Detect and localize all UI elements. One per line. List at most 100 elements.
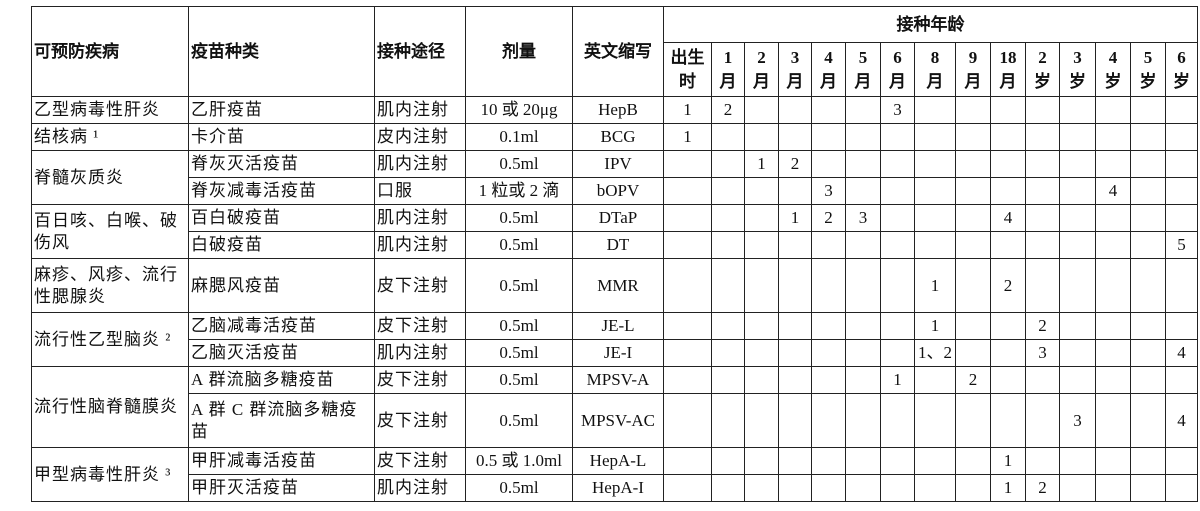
vaccine-cell: 卡介苗 xyxy=(188,123,375,151)
dose-number-cell xyxy=(1059,123,1096,151)
dose-number-cell xyxy=(663,339,712,367)
dose-number-cell: 4 xyxy=(1164,339,1199,367)
abbr-cell: HepB xyxy=(572,96,664,124)
dose-number-cell xyxy=(1025,447,1060,475)
dose-number-cell xyxy=(990,96,1026,124)
dose-number-cell xyxy=(663,231,712,259)
header-age-part: 出生 xyxy=(670,47,705,67)
dose-number-cell xyxy=(914,474,956,502)
dose-number-cell xyxy=(711,474,745,502)
dose-number-cell xyxy=(955,123,991,151)
dose-number-cell xyxy=(744,231,779,259)
dose-number-cell xyxy=(955,231,991,259)
dose-number-cell xyxy=(955,339,991,367)
dose-number-cell xyxy=(663,447,712,475)
dose-number-cell xyxy=(811,123,846,151)
dose-number-cell xyxy=(990,312,1026,340)
dose-number-cell xyxy=(711,393,745,448)
header-age-part: 月 xyxy=(753,71,770,91)
dose-number-cell xyxy=(1025,177,1060,205)
dose-number-cell xyxy=(1130,366,1166,394)
dose-number-cell: 4 xyxy=(1164,393,1199,448)
dose-number-cell xyxy=(955,447,991,475)
dose-number-cell: 1 xyxy=(663,123,712,151)
dose-number-cell xyxy=(1095,393,1131,448)
dose-number-cell: 3 xyxy=(811,177,846,205)
dose-number-cell: 1 xyxy=(990,447,1026,475)
header-age-part: 3 xyxy=(790,47,800,67)
header-age-part: 岁 xyxy=(1034,71,1051,91)
dose-amount-cell: 0.5ml xyxy=(465,339,573,367)
header-age-part: 岁 xyxy=(1173,71,1191,91)
header-disease: 可预防疾病 xyxy=(31,6,189,97)
dose-number-cell: 1 xyxy=(778,204,812,232)
abbr-cell: MPSV-AC xyxy=(572,393,664,448)
table-row: 流行性脑脊髓膜炎 A 群流脑多糖疫苗 皮下注射 0.5ml MPSV-A 1 2 xyxy=(31,366,1199,448)
dose-number-cell xyxy=(1130,123,1166,151)
dose-number-cell xyxy=(711,366,745,394)
header-age-part: 9 xyxy=(968,47,978,67)
header-vaccine: 疫苗种类 xyxy=(188,6,375,97)
dose-number-cell xyxy=(1130,393,1166,448)
dose-number-cell xyxy=(914,150,956,178)
header-route: 接种途径 xyxy=(374,6,466,97)
dose-number-cell xyxy=(744,474,779,502)
dose-number-cell xyxy=(711,150,745,178)
dose-number-cell: 2 xyxy=(811,204,846,232)
route-cell: 肌内注射 xyxy=(374,474,466,502)
dose-number-cell xyxy=(778,447,812,475)
header-age-part: 时 xyxy=(679,71,696,91)
dose-number-cell xyxy=(1164,204,1199,232)
header-age-part: 5 xyxy=(858,47,868,67)
table-row: 流行性乙型脑炎 ² 乙脑减毒活疫苗 皮下注射 0.5ml JE-L 1 2 xyxy=(31,312,1199,367)
dose-number-cell xyxy=(845,393,881,448)
dose-number-cell xyxy=(778,339,812,367)
dose-number-cell xyxy=(914,204,956,232)
dose-number-cell xyxy=(990,366,1026,394)
header-age-part: 岁 xyxy=(1104,71,1122,91)
dose-number-cell xyxy=(744,177,779,205)
dose-number-cell xyxy=(955,96,991,124)
header-age-part: 6 xyxy=(1177,47,1186,67)
dose-number-cell xyxy=(1025,123,1060,151)
header-age-group: 接种年龄 xyxy=(662,6,1199,43)
disease-cell: 麻疹、风疹、流行性腮腺炎 xyxy=(31,258,189,313)
vaccine-cell: 甲肝灭活疫苗 xyxy=(188,474,375,502)
abbr-cell: JE-I xyxy=(572,339,664,367)
abbr-cell: HepA-I xyxy=(572,474,664,502)
disease-cell: 百日咳、白喉、破伤风 xyxy=(31,204,189,259)
dose-number-cell xyxy=(744,204,779,232)
disease-cell: 结核病 ¹ xyxy=(31,123,189,151)
dose-number-cell xyxy=(845,312,881,340)
dose-number-cell xyxy=(663,474,712,502)
dose-number-cell xyxy=(845,96,881,124)
dose-number-cell xyxy=(1095,96,1131,124)
dose-number-cell: 1、2 xyxy=(914,339,956,367)
header-age-part: 3 xyxy=(1073,47,1082,67)
dose-number-cell xyxy=(990,231,1026,259)
dose-number-cell xyxy=(811,474,846,502)
dose-number-cell xyxy=(990,150,1026,178)
dose-number-cell xyxy=(955,204,991,232)
dose-number-cell xyxy=(1164,474,1199,502)
dose-number-cell xyxy=(1164,312,1199,340)
dose-number-cell xyxy=(1025,150,1060,178)
dose-amount-cell: 0.5ml xyxy=(465,393,573,448)
abbr-cell: MMR xyxy=(572,258,664,313)
dose-number-cell xyxy=(1059,447,1096,475)
route-cell: 皮内注射 xyxy=(374,123,466,151)
dose-number-cell xyxy=(914,177,956,205)
dose-number-cell xyxy=(1095,258,1131,313)
dose-number-cell xyxy=(1059,366,1096,394)
vaccine-cell: 乙脑灭活疫苗 xyxy=(188,339,375,367)
dose-number-cell xyxy=(845,123,881,151)
dose-number-cell xyxy=(811,393,846,448)
dose-number-cell xyxy=(744,123,779,151)
dose-number-cell: 4 xyxy=(1095,177,1131,205)
